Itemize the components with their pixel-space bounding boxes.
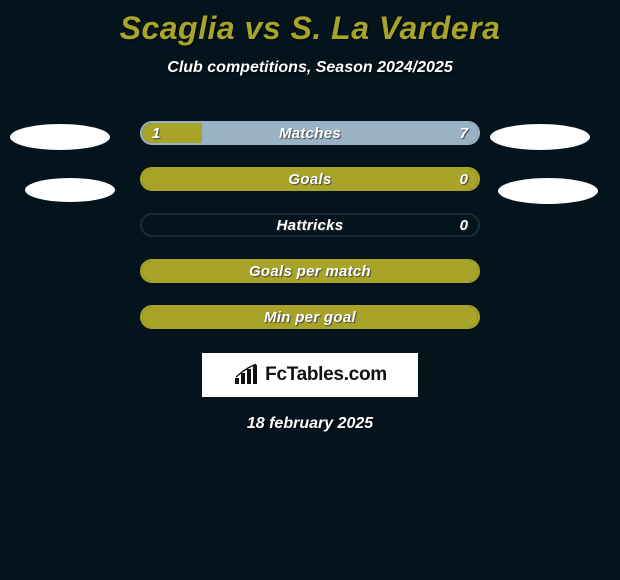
player-left-badge-2 [25,178,115,202]
stat-bar-label: Min per goal [142,307,478,327]
stat-bar-value-left: 1 [152,123,160,143]
stat-bar: Min per goal [140,305,480,329]
brand-text: FcTables.com [265,364,387,386]
stat-bars: Matches17Goals0Hattricks0Goals per match… [140,121,480,329]
stat-bar-label: Matches [142,123,478,143]
stat-bar-value-right: 7 [460,123,468,143]
player-right-badge-2 [498,178,598,204]
subtitle: Club competitions, Season 2024/2025 [0,59,620,77]
stat-bar: Matches1 7 [140,121,480,145]
stat-bar-value-right: 0 [460,215,468,235]
stat-bar: Goals0 [140,167,480,191]
brand-box[interactable]: FcTables.com [202,353,418,397]
stat-bar-label: Hattricks [142,215,478,235]
stat-bar-value-right: 0 [460,169,468,189]
brand-bars-icon [233,364,259,386]
player-left-badge-1 [10,124,110,150]
stat-bar-label: Goals per match [142,261,478,281]
page-title: Scaglia vs S. La Vardera [0,0,620,47]
date-label: 18 february 2025 [0,415,620,433]
player-right-badge-1 [490,124,590,150]
stat-bar: Goals per match [140,259,480,283]
stat-bar: Hattricks0 [140,213,480,237]
stat-bar-label: Goals [142,169,478,189]
